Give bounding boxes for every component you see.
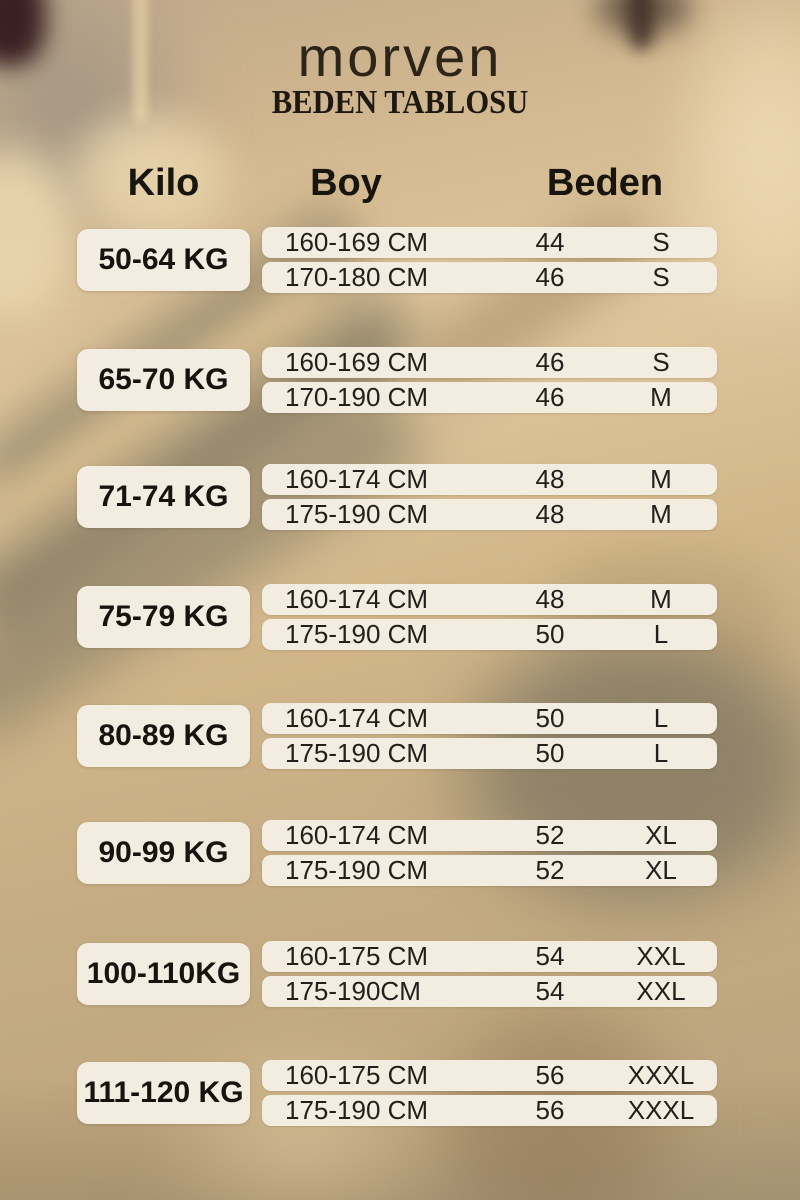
size-row: 175-190CM 54 XXL bbox=[262, 976, 717, 1007]
hanger-hook-shape bbox=[133, 0, 148, 123]
column-header-kilo: Kilo bbox=[127, 162, 200, 204]
size-row: 160-175 CM 54 XXL bbox=[262, 941, 717, 972]
size-group: 80-89 KG 160-174 CM 50 L 175-190 CM 50 L bbox=[0, 703, 800, 769]
size-row: 175-190 CM 48 M bbox=[262, 499, 717, 530]
size-letter: XXL bbox=[636, 941, 686, 971]
weight-range-pill: 71-74 KG bbox=[77, 466, 250, 528]
size-row: 160-174 CM 50 L bbox=[262, 703, 717, 734]
height-range: 170-190 CM bbox=[285, 382, 429, 412]
size-group: 65-70 KG 160-169 CM 46 S 170-190 CM 46 M bbox=[0, 347, 800, 413]
size-row: 160-175 CM 56 XXXL bbox=[262, 1060, 717, 1091]
height-range: 160-175 CM bbox=[285, 1060, 429, 1090]
weight-range-label: 50-64 KG bbox=[98, 243, 229, 276]
size-number: 48 bbox=[535, 464, 565, 494]
height-range: 160-174 CM bbox=[285, 820, 429, 850]
size-row: 170-180 CM 46 S bbox=[262, 262, 717, 293]
weight-range-pill: 80-89 KG bbox=[77, 705, 250, 767]
size-row: 175-190 CM 56 XXXL bbox=[262, 1095, 717, 1126]
size-letter: S bbox=[652, 227, 670, 257]
size-letter: L bbox=[653, 738, 669, 768]
weight-range-pill: 100-110KG bbox=[77, 943, 250, 1005]
weight-range-label: 90-99 KG bbox=[98, 836, 229, 869]
height-range: 160-175 CM bbox=[285, 941, 429, 971]
height-range: 175-190 CM bbox=[285, 619, 429, 649]
size-row: 160-169 CM 46 S bbox=[262, 347, 717, 378]
weight-range-label: 71-74 KG bbox=[98, 480, 229, 513]
size-letter: XXXL bbox=[627, 1095, 695, 1125]
weight-range-pill: 90-99 KG bbox=[77, 822, 250, 884]
weight-range-label: 65-70 KG bbox=[98, 363, 229, 396]
size-number: 48 bbox=[535, 499, 565, 529]
weight-range-label: 75-79 KG bbox=[98, 600, 229, 633]
bg-blob bbox=[628, 0, 654, 50]
weight-range-label: 111-120 KG bbox=[83, 1076, 244, 1109]
height-range: 175-190CM bbox=[285, 976, 421, 1006]
height-range: 160-169 CM bbox=[285, 347, 429, 377]
height-range: 175-190 CM bbox=[285, 1095, 429, 1125]
size-letter: XXL bbox=[636, 976, 686, 1006]
column-header-boy: Boy bbox=[310, 162, 382, 204]
size-row: 160-169 CM 44 S bbox=[262, 227, 717, 258]
size-letter: XL bbox=[645, 820, 677, 850]
page-title: BEDEN TABLOSU bbox=[271, 84, 529, 121]
weight-range-pill: 111-120 KG bbox=[77, 1062, 250, 1124]
size-number: 50 bbox=[535, 738, 565, 768]
size-letter: S bbox=[652, 262, 670, 292]
size-number: 46 bbox=[535, 382, 565, 412]
size-number: 44 bbox=[535, 227, 565, 257]
brand-logo: morven bbox=[297, 25, 503, 88]
size-letter: S bbox=[652, 347, 670, 377]
size-number: 46 bbox=[535, 347, 565, 377]
column-header-beden: Beden bbox=[546, 162, 664, 204]
height-range: 175-190 CM bbox=[285, 738, 429, 768]
size-number: 46 bbox=[535, 262, 565, 292]
weight-range-pill: 65-70 KG bbox=[77, 349, 250, 411]
height-range: 160-174 CM bbox=[285, 584, 429, 614]
size-row: 175-190 CM 50 L bbox=[262, 619, 717, 650]
size-number: 56 bbox=[535, 1060, 565, 1090]
size-letter: L bbox=[653, 619, 669, 649]
bg-blob bbox=[52, 98, 248, 254]
weight-range-label: 80-89 KG bbox=[98, 719, 229, 752]
size-letter: L bbox=[653, 703, 669, 733]
size-number: 54 bbox=[535, 976, 565, 1006]
height-range: 175-190 CM bbox=[285, 499, 429, 529]
size-group: 111-120 KG 160-175 CM 56 XXXL 175-190 CM… bbox=[0, 1060, 800, 1126]
size-letter: XL bbox=[645, 855, 677, 885]
size-number: 54 bbox=[535, 941, 565, 971]
size-number: 52 bbox=[535, 820, 565, 850]
size-letter: M bbox=[650, 584, 672, 614]
size-number: 50 bbox=[535, 619, 565, 649]
size-group: 71-74 KG 160-174 CM 48 M 175-190 CM 48 M bbox=[0, 464, 800, 530]
size-row: 160-174 CM 48 M bbox=[262, 464, 717, 495]
size-number: 48 bbox=[535, 584, 565, 614]
height-range: 160-174 CM bbox=[285, 464, 429, 494]
size-letter: M bbox=[650, 499, 672, 529]
size-row: 175-190 CM 50 L bbox=[262, 738, 717, 769]
weight-range-pill: 50-64 KG bbox=[77, 229, 250, 291]
size-group: 90-99 KG 160-174 CM 52 XL 175-190 CM 52 … bbox=[0, 820, 800, 886]
size-group: 75-79 KG 160-174 CM 48 M 175-190 CM 50 L bbox=[0, 584, 800, 650]
size-row: 170-190 CM 46 M bbox=[262, 382, 717, 413]
size-group: 50-64 KG 160-169 CM 44 S 170-180 CM 46 S bbox=[0, 227, 800, 293]
weight-range-label: 100-110KG bbox=[86, 957, 241, 990]
size-letter: M bbox=[650, 464, 672, 494]
size-letter: M bbox=[650, 382, 672, 412]
size-number: 50 bbox=[535, 703, 565, 733]
height-range: 160-169 CM bbox=[285, 227, 429, 257]
size-number: 56 bbox=[535, 1095, 565, 1125]
size-row: 175-190 CM 52 XL bbox=[262, 855, 717, 886]
size-row: 160-174 CM 52 XL bbox=[262, 820, 717, 851]
size-letter: XXXL bbox=[627, 1060, 695, 1090]
height-range: 160-174 CM bbox=[285, 703, 429, 733]
weight-range-pill: 75-79 KG bbox=[77, 586, 250, 648]
size-row: 160-174 CM 48 M bbox=[262, 584, 717, 615]
height-range: 175-190 CM bbox=[285, 855, 429, 885]
size-number: 52 bbox=[535, 855, 565, 885]
size-group: 100-110KG 160-175 CM 54 XXL 175-190CM 54… bbox=[0, 941, 800, 1007]
height-range: 170-180 CM bbox=[285, 262, 429, 292]
